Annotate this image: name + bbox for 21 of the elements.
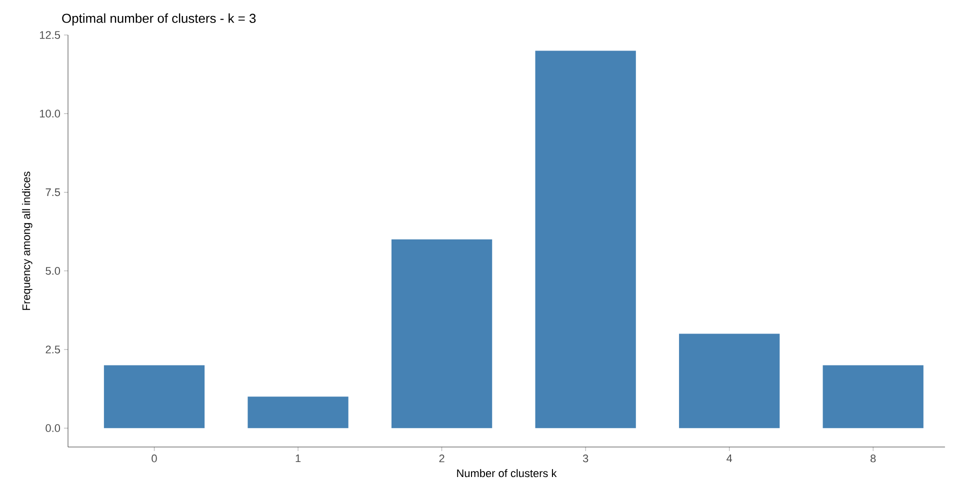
x-tick-label: 0 (152, 454, 157, 462)
bar (535, 50, 636, 428)
chart-title: Optimal number of clusters - k = 3 (62, 13, 256, 26)
y-tick-label: 10.0 (40, 110, 60, 118)
y-axis-title: Frequency among all indices (22, 172, 32, 310)
x-tick-label: 4 (726, 454, 732, 462)
x-tick-label: 2 (439, 454, 444, 462)
bar (391, 239, 492, 428)
x-axis-title: Number of clusters k (457, 469, 557, 478)
y-tick-label: 12.5 (40, 31, 60, 39)
bar (248, 396, 348, 428)
y-tick-label: 2.5 (46, 346, 60, 354)
bar (679, 334, 780, 428)
bar (104, 365, 205, 428)
y-tick-label: 7.5 (46, 188, 60, 196)
y-tick-label: 5.0 (46, 267, 60, 275)
x-tick-label: 3 (582, 454, 588, 462)
bar (822, 365, 924, 428)
x-tick-label: 8 (870, 454, 876, 462)
x-tick-label: 1 (296, 454, 301, 462)
y-tick-label: 0.0 (46, 424, 60, 432)
